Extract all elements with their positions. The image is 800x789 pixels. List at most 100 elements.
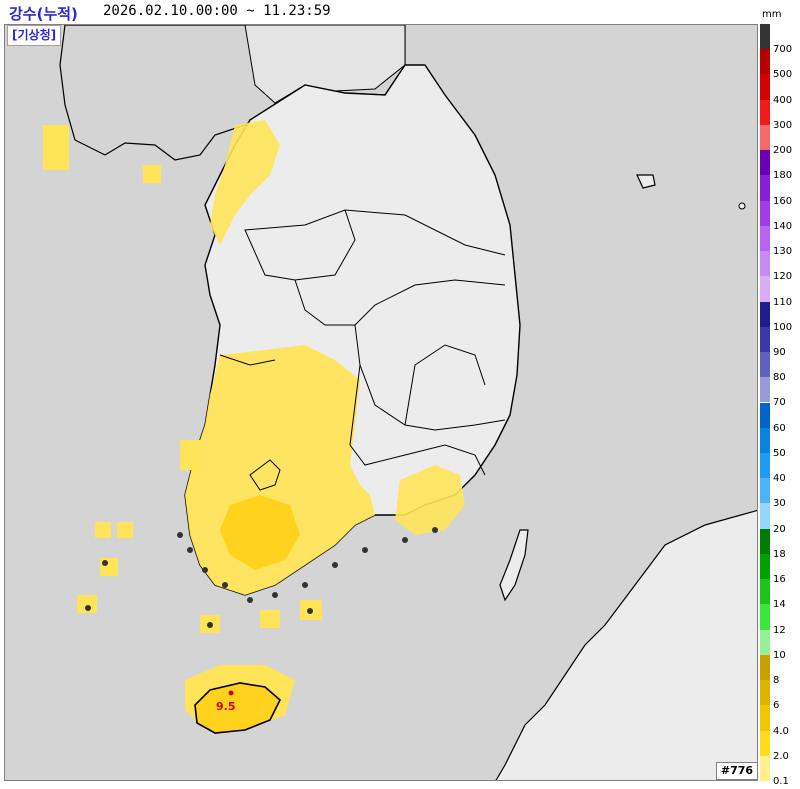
legend-label: 10	[773, 649, 786, 661]
precipitation-map[interactable]: 9.5	[4, 24, 758, 781]
legend-label: 6	[773, 700, 780, 712]
jeju-island	[194, 682, 281, 734]
legend-label: 200	[773, 145, 793, 157]
legend-swatch	[760, 478, 770, 504]
rain-spot	[117, 522, 133, 538]
legend-level: 50	[760, 427, 800, 459]
legend-level: 60	[760, 402, 800, 434]
accumulation-period: 2026.02.10.00:00 ~ 11.23:59	[103, 3, 331, 19]
legend-label: 70	[773, 397, 786, 409]
agency-tag: [기상청]	[7, 25, 62, 46]
legend-level: 200	[760, 124, 800, 156]
legend-label: 50	[773, 447, 786, 459]
rain-spot	[100, 558, 118, 576]
japan-land	[495, 509, 757, 780]
rain-area-southeast	[395, 465, 465, 535]
rain-area-west	[210, 120, 280, 245]
legend-level: 16	[760, 553, 800, 585]
legend-swatch	[760, 528, 770, 554]
legend-unit: mm	[762, 9, 782, 20]
legend-level: 180	[760, 150, 800, 181]
legend-level: 90	[760, 326, 800, 358]
max-point-marker	[228, 690, 234, 696]
rain-spot	[43, 125, 69, 170]
legend-level: 160	[760, 175, 800, 207]
legend-swatch	[760, 251, 770, 277]
legend-level: 100	[760, 301, 800, 333]
legend-label: 14	[773, 599, 786, 611]
legend-label: 90	[773, 347, 786, 359]
legend-level: 110	[760, 276, 800, 308]
legend-label: 8	[773, 675, 780, 687]
legend-label: 40	[773, 473, 786, 485]
legend-level: 700	[760, 24, 800, 55]
legend-swatch	[760, 377, 770, 403]
legend-label: 120	[773, 271, 793, 283]
legend-label: 180	[773, 170, 793, 182]
legend-swatch	[760, 49, 770, 75]
map-canvas: 9.5	[5, 25, 757, 780]
legend-label: 30	[773, 498, 786, 510]
legend-label: 700	[773, 44, 793, 56]
legend-label: 130	[773, 246, 793, 258]
legend-swatch	[760, 452, 770, 479]
legend-level: 8	[760, 654, 800, 686]
rain-spot	[143, 165, 161, 183]
ulleungdo	[636, 174, 656, 189]
legend-label: 300	[773, 119, 793, 131]
legend-swatch	[760, 276, 770, 302]
province-boundaries	[219, 209, 506, 491]
rain-spot	[180, 440, 202, 470]
legend-swatch	[760, 579, 770, 605]
max-value-label: 9.5	[216, 700, 236, 713]
legend-level: 20	[760, 503, 800, 535]
legend-label: 100	[773, 321, 793, 333]
legend-label: 0.1	[773, 775, 789, 787]
legend-level: 4.0	[760, 705, 800, 737]
legend-level: 400	[760, 74, 800, 106]
legend-label: 12	[773, 624, 786, 636]
legend-swatch	[760, 175, 770, 201]
rain-core-southwest	[220, 495, 300, 570]
legend-swatch	[760, 604, 770, 630]
legend-swatch	[760, 402, 770, 428]
legend-level: 80	[760, 352, 800, 383]
legend-swatch	[760, 427, 770, 453]
legend-swatch	[760, 730, 770, 756]
legend-swatch	[760, 74, 770, 100]
legend-swatch	[760, 680, 770, 706]
legend-level: 14	[760, 579, 800, 610]
legend-swatch	[760, 326, 770, 353]
legend-swatch	[760, 124, 770, 151]
rain-spot	[260, 610, 280, 628]
legend-level: 2.0	[760, 730, 800, 762]
legend-swatch	[760, 705, 770, 731]
legend-swatch	[760, 654, 770, 681]
legend-swatch	[760, 503, 770, 529]
legend-level: 6	[760, 680, 800, 711]
legend-level: 120	[760, 251, 800, 282]
legend-level: 10	[760, 629, 800, 661]
legend-swatch	[760, 99, 770, 125]
legend-level: 130	[760, 225, 800, 257]
legend-swatch	[760, 150, 770, 176]
legend-level: 18	[760, 528, 800, 560]
legend-swatch	[760, 755, 770, 781]
legend-label: 60	[773, 422, 786, 434]
legend-level: 500	[760, 49, 800, 80]
legend-swatch	[760, 629, 770, 655]
rain-spot	[95, 522, 111, 538]
legend-label: 80	[773, 372, 786, 384]
legend-label: 110	[773, 296, 793, 308]
legend-level: 40	[760, 452, 800, 484]
legend-level: 140	[760, 200, 800, 232]
legend-level: 70	[760, 377, 800, 408]
legend-label: 140	[773, 220, 793, 232]
legend-label: 500	[773, 69, 793, 81]
legend-level: 12	[760, 604, 800, 636]
legend-label: 16	[773, 574, 786, 586]
legend-swatch	[760, 225, 770, 252]
rain-spot	[77, 595, 97, 613]
legend-swatch	[760, 200, 770, 226]
legend-label: 400	[773, 94, 793, 106]
